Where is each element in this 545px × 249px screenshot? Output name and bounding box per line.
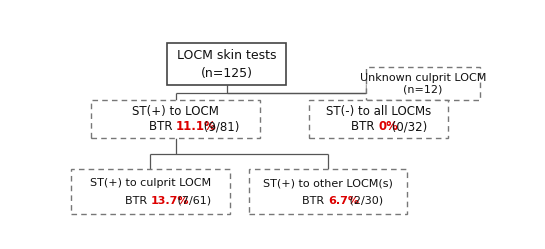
Bar xyxy=(309,100,448,138)
Text: (n=12): (n=12) xyxy=(403,84,443,94)
Text: (n=125): (n=125) xyxy=(201,66,252,79)
Text: 11.1%: 11.1% xyxy=(176,120,216,133)
Bar xyxy=(71,169,229,214)
Text: BTR: BTR xyxy=(302,195,328,205)
Text: ST(-) to all LOCMs: ST(-) to all LOCMs xyxy=(326,105,431,118)
Bar xyxy=(92,100,261,138)
Text: 6.7%: 6.7% xyxy=(328,195,359,205)
Text: ST(+) to other LOCM(s): ST(+) to other LOCM(s) xyxy=(263,178,393,188)
Text: (7/61): (7/61) xyxy=(174,195,211,205)
Text: LOCM skin tests: LOCM skin tests xyxy=(177,49,276,62)
Bar xyxy=(167,43,286,85)
Text: (2/30): (2/30) xyxy=(347,195,384,205)
Text: BTR: BTR xyxy=(352,120,379,133)
Text: Unknown culprit LOCM: Unknown culprit LOCM xyxy=(360,73,486,83)
Text: BTR: BTR xyxy=(125,195,150,205)
Text: (9/81): (9/81) xyxy=(200,120,239,133)
Bar xyxy=(366,67,480,100)
Text: ST(+) to LOCM: ST(+) to LOCM xyxy=(132,105,219,118)
Bar xyxy=(249,169,407,214)
Text: 13.7%: 13.7% xyxy=(150,195,189,205)
Text: ST(+) to culprit LOCM: ST(+) to culprit LOCM xyxy=(90,178,211,188)
Text: BTR: BTR xyxy=(149,120,176,133)
Text: 0%: 0% xyxy=(379,120,398,133)
Text: (0/32): (0/32) xyxy=(388,120,427,133)
